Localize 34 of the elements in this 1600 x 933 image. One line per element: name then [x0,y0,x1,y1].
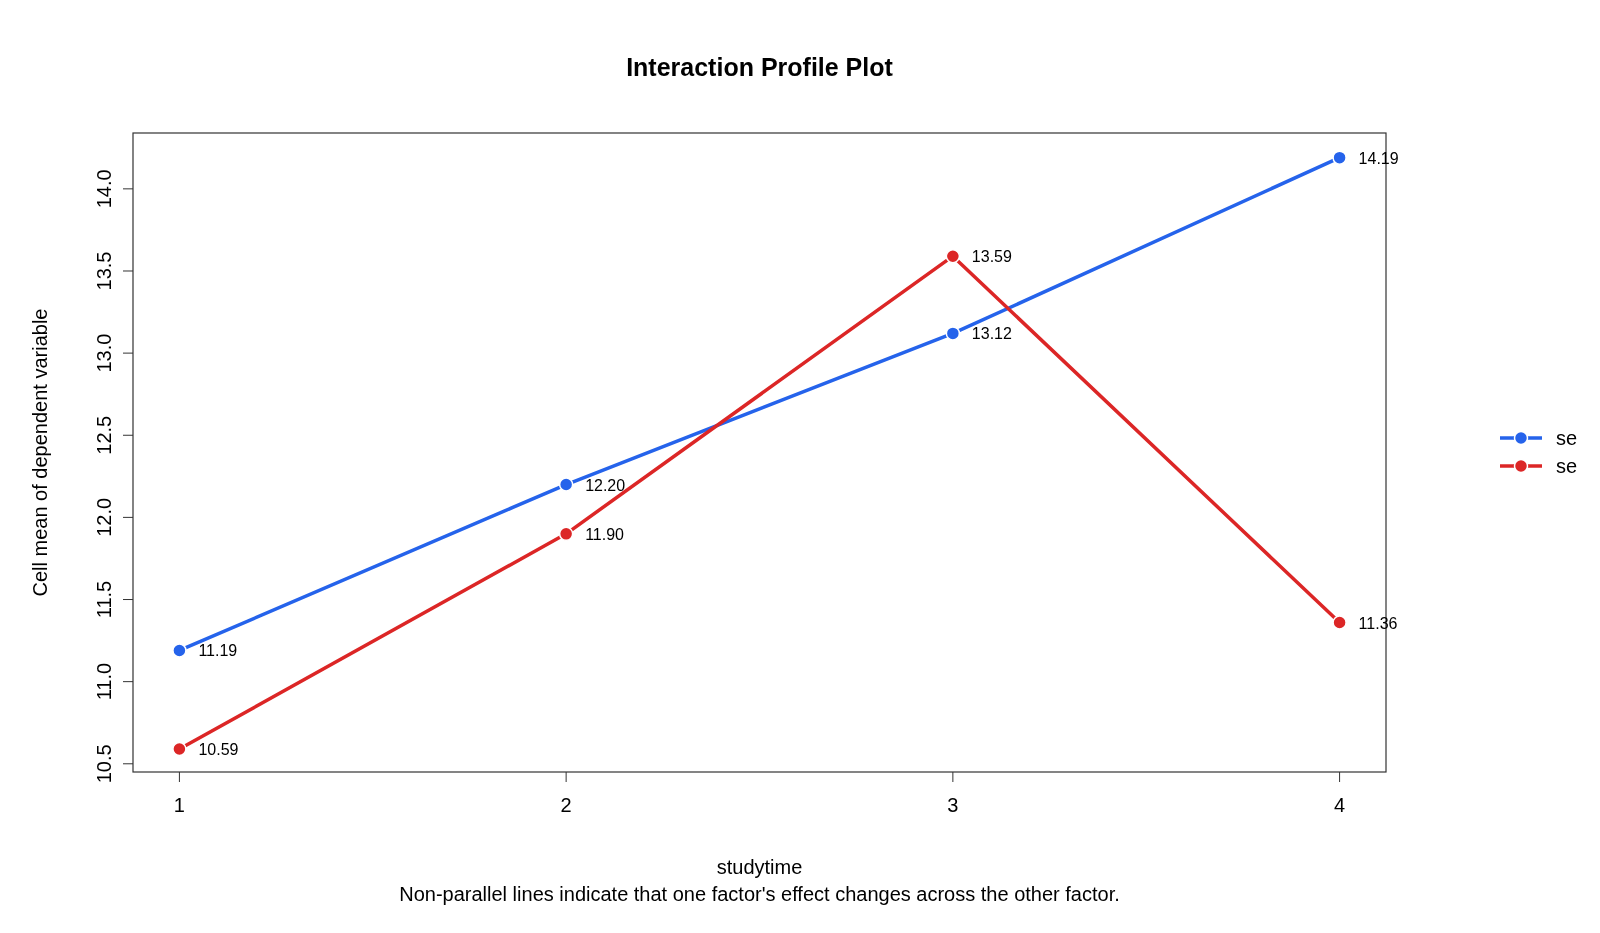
data-label: 11.90 [585,525,625,543]
y-tick-label: 13.0 [93,333,115,373]
point [558,526,574,542]
y-tick-label: 12.5 [93,415,115,455]
data-label: 12.20 [585,476,626,494]
data-label: 13.12 [971,325,1012,343]
y-tick-label: 11.0 [93,662,115,701]
x-tick-label: 4 [1334,794,1346,816]
data-label: 11.36 [1358,614,1398,632]
data-label: 10.59 [198,741,239,758]
legend-label: se [1556,455,1578,477]
point [945,326,961,341]
legend-label: se [1556,427,1578,449]
y-tick-label: 14.0 [93,169,115,209]
x-tick-label: 2 [560,794,572,816]
x-tick-label: 3 [947,794,959,816]
chart-title: Interaction Profile Plot [626,53,894,81]
text: Non-parallel lines indicate that one factor's effect changes across the other factor. [399,883,1120,905]
point [945,248,961,264]
x-axis-title: studytime [716,856,803,878]
y-tick-label: 13.5 [93,251,115,291]
data-label: 14.19 [1358,149,1399,167]
data-label: 11.19 [198,642,238,660]
x-tick-label: 1 [173,794,185,816]
y-tick-label: 10.5 [93,744,115,784]
point [172,741,187,757]
y-axis-title: Cell mean of dependent variable [29,308,51,597]
point [558,477,574,492]
point [1332,150,1347,165]
point [172,643,187,658]
y-tick-label: 11.5 [93,580,115,619]
point [1332,615,1347,630]
y-tick-label: 12.0 [93,497,115,537]
data-label: 13.59 [971,248,1012,266]
